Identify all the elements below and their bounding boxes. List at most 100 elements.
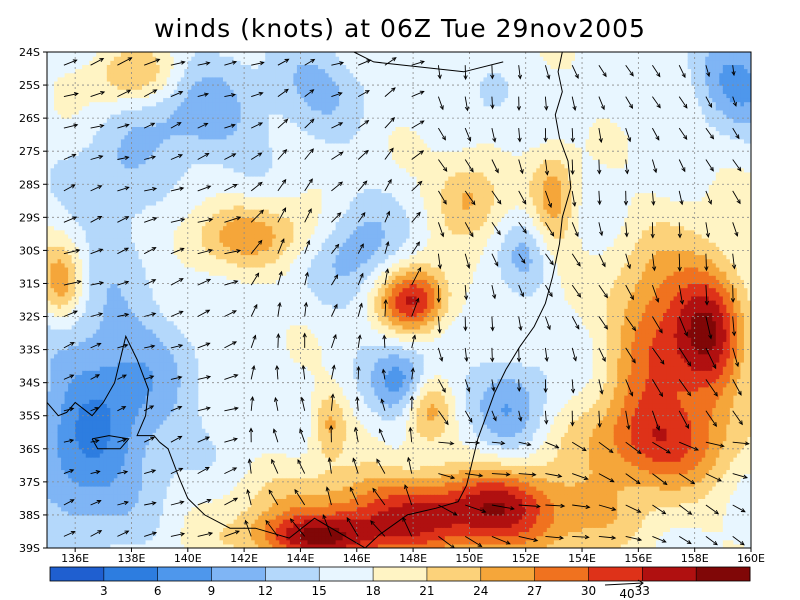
speed-cell bbox=[103, 77, 107, 82]
speed-cell bbox=[107, 449, 111, 454]
speed-cell bbox=[68, 73, 72, 78]
speed-cell bbox=[167, 234, 171, 239]
speed-cell bbox=[93, 490, 97, 495]
speed-cell bbox=[131, 540, 135, 545]
speed-cell bbox=[153, 102, 157, 107]
speed-cell bbox=[153, 333, 157, 338]
speed-cell bbox=[117, 428, 121, 433]
speed-cell bbox=[82, 159, 86, 164]
speed-cell bbox=[131, 255, 135, 260]
speed-cell bbox=[160, 523, 164, 528]
speed-cell bbox=[160, 403, 164, 408]
speed-cell bbox=[51, 283, 55, 288]
speed-cell bbox=[142, 399, 146, 404]
speed-cell bbox=[54, 221, 58, 226]
speed-cell bbox=[160, 106, 164, 111]
speed-cell bbox=[96, 449, 100, 454]
speed-cell bbox=[96, 197, 100, 202]
speed-cell bbox=[135, 238, 139, 243]
speed-cell bbox=[167, 490, 171, 495]
speed-cell bbox=[153, 176, 157, 181]
speed-cell bbox=[96, 490, 100, 495]
speed-cell bbox=[107, 341, 111, 346]
speed-cell bbox=[163, 383, 167, 388]
speed-cell bbox=[86, 304, 90, 309]
speed-cell bbox=[82, 507, 86, 512]
speed-cell bbox=[79, 288, 83, 293]
speed-cell bbox=[68, 329, 72, 334]
speed-cell bbox=[146, 515, 150, 520]
speed-cell bbox=[75, 267, 79, 272]
speed-cell bbox=[75, 296, 79, 301]
speed-cell bbox=[79, 234, 83, 239]
speed-cell bbox=[131, 490, 135, 495]
speed-cell bbox=[47, 60, 51, 65]
speed-cell bbox=[139, 507, 143, 512]
speed-cell bbox=[131, 77, 135, 82]
speed-cell bbox=[93, 263, 97, 268]
speed-cell bbox=[146, 275, 150, 280]
speed-cell bbox=[89, 164, 93, 169]
speed-cell bbox=[177, 296, 181, 301]
speed-cell bbox=[142, 531, 146, 536]
speed-cell bbox=[47, 300, 51, 305]
speed-cell bbox=[163, 226, 167, 231]
speed-cell bbox=[139, 64, 143, 69]
speed-cell bbox=[100, 482, 104, 487]
speed-cell bbox=[54, 383, 58, 388]
speed-cell bbox=[61, 255, 65, 260]
speed-cell bbox=[121, 151, 125, 156]
speed-cell bbox=[96, 424, 100, 429]
speed-cell bbox=[51, 441, 55, 446]
speed-cell bbox=[100, 317, 104, 322]
speed-cell bbox=[47, 205, 51, 210]
speed-cell bbox=[96, 143, 100, 148]
speed-cell bbox=[177, 73, 181, 78]
speed-cell bbox=[47, 469, 51, 474]
speed-cell bbox=[61, 395, 65, 400]
speed-cell bbox=[93, 259, 97, 264]
speed-cell bbox=[124, 172, 128, 177]
speed-cell bbox=[131, 523, 135, 528]
speed-cell bbox=[79, 168, 83, 173]
speed-cell bbox=[58, 292, 62, 297]
speed-cell bbox=[58, 498, 62, 503]
speed-cell bbox=[58, 164, 62, 169]
speed-cell bbox=[174, 184, 178, 189]
speed-cell bbox=[86, 503, 90, 508]
speed-cell bbox=[103, 230, 107, 235]
speed-cell bbox=[68, 482, 72, 487]
speed-cell bbox=[124, 118, 128, 123]
speed-cell bbox=[121, 540, 125, 545]
speed-cell bbox=[114, 118, 118, 123]
speed-cell bbox=[100, 275, 104, 280]
speed-cell bbox=[124, 135, 128, 140]
speed-cell bbox=[167, 333, 171, 338]
speed-cell bbox=[153, 168, 157, 173]
speed-cell bbox=[65, 536, 69, 541]
speed-cell bbox=[110, 350, 114, 355]
speed-cell bbox=[160, 536, 164, 541]
speed-cell bbox=[188, 387, 192, 392]
speed-cell bbox=[188, 536, 192, 541]
speed-cell bbox=[156, 490, 160, 495]
speed-cell bbox=[107, 292, 111, 297]
speed-cell bbox=[82, 337, 86, 342]
speed-cell bbox=[142, 486, 146, 491]
speed-cell bbox=[89, 350, 93, 355]
speed-cell bbox=[124, 77, 128, 82]
speed-cell bbox=[79, 395, 83, 400]
speed-cell bbox=[146, 432, 150, 437]
speed-cell bbox=[188, 469, 192, 474]
speed-cell bbox=[114, 135, 118, 140]
speed-cell bbox=[160, 126, 164, 131]
speed-cell bbox=[156, 64, 160, 69]
speed-cell bbox=[149, 126, 153, 131]
speed-cell bbox=[149, 482, 153, 487]
speed-cell bbox=[107, 498, 111, 503]
speed-cell bbox=[167, 97, 171, 102]
speed-cell bbox=[103, 325, 107, 330]
speed-cell bbox=[75, 164, 79, 169]
speed-cell bbox=[160, 139, 164, 144]
speed-cell bbox=[139, 461, 143, 466]
